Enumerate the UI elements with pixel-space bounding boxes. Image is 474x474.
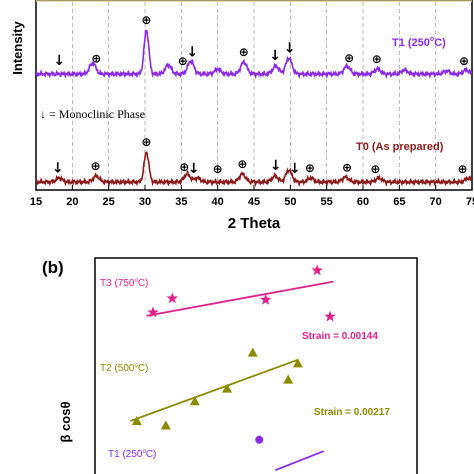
fit-line-triangle (130, 358, 299, 422)
star-point (311, 264, 323, 276)
panel-a-x-ticks: 15 20 25 30 35 40 45 50 55 60 65 70 75 (30, 185, 474, 208)
panel-a: ↓ ⊕⊕⊕↓ ⊕ ↓ ↓⊕ ⊕ ⊕↓ ⊕⊕⊕↓ ⊕ ⊕ ↓ ↓ ⊕ ⊕ ⊕ ⊕ 15 20 25 30 35 40 45 5… (10, 0, 474, 232)
phase-marker: ⊕ (458, 162, 468, 176)
x-tick-label: 50 (284, 196, 296, 208)
x-tick-label: 55 (321, 196, 333, 208)
triangle-point (292, 358, 303, 368)
triangle-point (283, 374, 294, 384)
monoclinic-marker: ↓ (284, 40, 296, 56)
xrd-pattern-t1 (36, 29, 472, 80)
panel-a-markers: ↓ ⊕⊕⊕↓ ⊕ ↓ ↓⊕ ⊕ ⊕↓ ⊕⊕⊕↓ ⊕ ⊕ ↓ ↓ ⊕ ⊕ ⊕ ⊕ (52, 13, 469, 177)
phase-marker: ⊕ (237, 157, 247, 171)
xrd-pattern-t0 (36, 151, 472, 188)
x-tick-label: 40 (212, 196, 224, 208)
phase-marker: ⊕ (370, 162, 380, 176)
triangle-point (247, 347, 258, 357)
series-label-t3: T3 (750oC) (100, 278, 148, 289)
phase-marker: ⊕ (459, 54, 469, 68)
phase-marker: ⊕ (141, 135, 151, 149)
star-point (324, 310, 336, 322)
triangle-point (189, 396, 200, 406)
star-point (260, 293, 272, 305)
triangle-point (222, 383, 233, 393)
panel-b-y-axis-label: β cosθ (58, 402, 73, 443)
phase-marker: ⊕ (305, 161, 315, 175)
monoclinic-marker: ↓ (289, 161, 301, 177)
phase-marker: ⊕ (178, 54, 188, 68)
fit-line-star (146, 280, 334, 317)
star-point (166, 292, 178, 304)
x-tick-label: 65 (393, 196, 405, 208)
x-tick-label: 45 (248, 196, 260, 208)
monoclinic-marker: ↓ (186, 44, 198, 60)
panel-b: (b) β cosθ T3 (750oC) Strain = 0.00144 T… (42, 257, 418, 474)
phase-annotation: ↓ = Monoclinic Phase (40, 107, 145, 121)
x-tick-label: 30 (139, 196, 151, 208)
x-tick-label: 70 (430, 196, 442, 208)
monoclinic-marker: ↓ (53, 53, 65, 69)
phase-marker: ⊕ (213, 162, 223, 176)
phase-marker: ⊕ (344, 51, 354, 65)
panel-a-grid (71, 2, 437, 190)
x-tick-label: 20 (66, 196, 78, 208)
legend-label-t1: T1 (250oC) (392, 36, 446, 49)
panel-b-label: (b) (42, 258, 64, 277)
phase-marker: ⊕ (342, 161, 352, 175)
legend-label-t0: T0 (As prepared) (356, 141, 444, 153)
series-label-t2: T2 (500oC) (100, 363, 148, 374)
phase-marker: ⊕ (179, 160, 189, 174)
phase-marker: ⊕ (141, 13, 151, 27)
panel-a-x-axis-label: 2 Theta (228, 215, 281, 232)
x-tick-label: 25 (103, 196, 115, 208)
phase-marker: ⊕ (91, 52, 101, 66)
series-label-t1: T1 (250oC) (108, 449, 156, 460)
triangle-point (131, 416, 142, 425)
monoclinic-marker: ↓ (188, 161, 200, 177)
circle-point (255, 435, 264, 444)
strain-label-t3: Strain = 0.00144 (302, 331, 378, 342)
x-tick-label: 75 (466, 196, 474, 208)
monoclinic-marker: ↓ (270, 158, 282, 174)
fit-line-circle (274, 450, 324, 472)
x-tick-label: 15 (30, 196, 42, 208)
star-point (147, 306, 159, 318)
monoclinic-marker: ↓ (52, 160, 64, 176)
phase-marker: ⊕ (91, 159, 101, 173)
monoclinic-marker: ↓ (269, 48, 281, 64)
phase-marker: ⊕ (372, 52, 382, 66)
x-tick-label: 35 (175, 196, 187, 208)
phase-marker: ⊕ (239, 45, 249, 59)
panel-b-series (130, 264, 336, 472)
triangle-point (160, 420, 171, 430)
panel-a-series (36, 29, 472, 188)
panel-a-y-axis-label: Intensity (10, 21, 25, 75)
x-tick-label: 60 (357, 196, 369, 208)
strain-label-t2: Strain = 0.00217 (314, 407, 390, 418)
